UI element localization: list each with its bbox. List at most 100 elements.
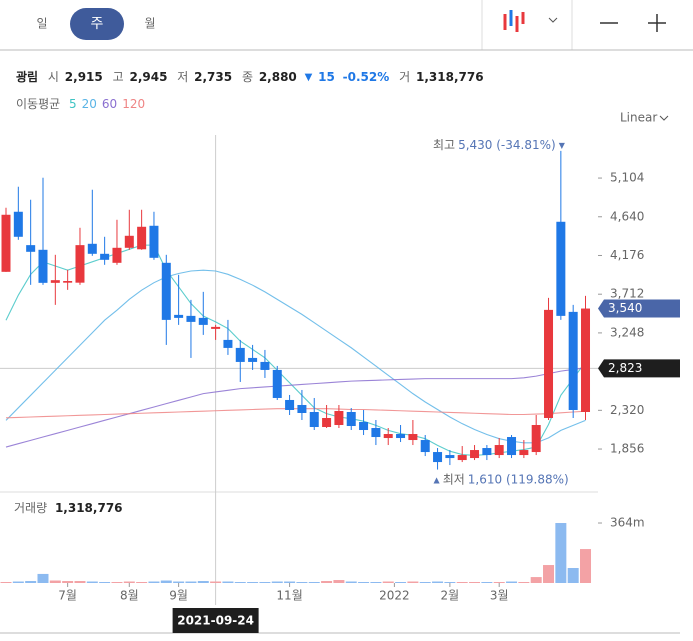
ma-line bbox=[5, 408, 586, 419]
field-value: 2,915 bbox=[65, 70, 103, 84]
candle-body bbox=[248, 357, 258, 362]
volume-bar bbox=[259, 582, 271, 583]
legend-entry: 60 bbox=[102, 97, 117, 111]
chart-type-icon[interactable] bbox=[503, 10, 525, 32]
volume-bar bbox=[74, 581, 86, 583]
candle-body bbox=[322, 418, 332, 428]
candle-body bbox=[198, 317, 208, 325]
volume-bar bbox=[197, 581, 209, 583]
annotation-text: 1,610 (119.88%) bbox=[468, 472, 569, 486]
candle-body bbox=[87, 243, 97, 254]
x-tick-label: 2022 bbox=[379, 589, 410, 603]
legend-entry: 120 bbox=[122, 97, 145, 111]
candle-body bbox=[445, 455, 455, 459]
volume-bar bbox=[0, 582, 12, 583]
field-label: 시 bbox=[48, 70, 59, 84]
y-tick-label: 2,320 bbox=[610, 403, 644, 417]
candle-body bbox=[544, 309, 554, 418]
candle-body bbox=[38, 249, 48, 283]
tab[interactable]: 주 bbox=[91, 16, 104, 32]
candle-body bbox=[124, 235, 134, 248]
candle-body bbox=[272, 369, 282, 398]
y-tick-label: 1,856 bbox=[610, 442, 644, 456]
candle-body bbox=[26, 245, 36, 252]
crosshair-value: 2,823 bbox=[608, 361, 642, 375]
x-tick-label: 7월 bbox=[58, 589, 77, 603]
tab-selected-bg bbox=[70, 8, 124, 40]
volume-bar bbox=[185, 581, 197, 583]
volume-bar bbox=[358, 582, 370, 583]
scale-dropdown[interactable] bbox=[659, 115, 669, 121]
volume-bar bbox=[469, 582, 481, 583]
volume-bar bbox=[407, 581, 419, 583]
volume-bar bbox=[296, 582, 308, 583]
candle-body bbox=[285, 399, 295, 410]
stock-name: 광림 bbox=[16, 69, 38, 84]
candle-body bbox=[235, 347, 245, 362]
volume-bar bbox=[308, 582, 320, 583]
volume-label: 거래량 bbox=[14, 501, 47, 515]
y-tick-label: 4,640 bbox=[610, 209, 644, 223]
annotation-label: 최고 bbox=[433, 137, 455, 151]
legend-entry: 5 bbox=[69, 97, 77, 111]
volume-bar bbox=[99, 582, 111, 583]
volume-bar bbox=[333, 580, 345, 583]
volume-bar bbox=[86, 581, 98, 583]
candle-body bbox=[334, 410, 344, 426]
candle-body bbox=[100, 253, 110, 260]
annotation-arrow: ▲ bbox=[434, 475, 441, 484]
field-value: 2,735 bbox=[194, 70, 232, 84]
ma-legend: 이동평균 5 20 60 120 bbox=[16, 97, 145, 111]
dropdown-icon[interactable] bbox=[548, 17, 558, 23]
candle-body bbox=[186, 315, 196, 322]
y-tick-label: 5,104 bbox=[610, 171, 644, 185]
field-label: 저 bbox=[177, 70, 188, 84]
annotation-arrow: ▼ bbox=[559, 140, 566, 149]
candle-body bbox=[531, 425, 541, 453]
volume-bar bbox=[25, 581, 37, 583]
volume-bar bbox=[160, 580, 172, 583]
field-value: 2,880 bbox=[259, 70, 297, 84]
annotation-text: 5,430 (-34.81%) bbox=[458, 137, 556, 151]
tab[interactable]: 월 bbox=[144, 17, 155, 31]
field-label: 거 bbox=[399, 70, 410, 84]
tab[interactable]: 일 bbox=[36, 17, 47, 31]
volume-bar bbox=[345, 581, 357, 583]
candle-body bbox=[112, 247, 122, 263]
candle-body bbox=[174, 314, 184, 318]
candle-body bbox=[309, 411, 319, 428]
volume-bar bbox=[543, 565, 555, 583]
candle-body bbox=[420, 440, 430, 453]
zoom-in[interactable] bbox=[648, 14, 666, 32]
change: 15 bbox=[318, 70, 335, 84]
y-tick-label: 3,248 bbox=[610, 325, 644, 339]
x-tick-label: 11월 bbox=[276, 589, 302, 603]
candle-body bbox=[161, 262, 171, 320]
volume-bar bbox=[518, 582, 530, 583]
annotation-label: 최저 bbox=[443, 472, 465, 486]
x-tick-label: 2월 bbox=[441, 589, 460, 603]
volume-bar bbox=[555, 523, 567, 583]
volume-bar bbox=[12, 581, 24, 583]
min-annotation: ▲ 최저 1,610 (119.88%) bbox=[434, 472, 569, 486]
volume-bar bbox=[580, 549, 592, 583]
volume-bar bbox=[284, 581, 296, 583]
ma-line bbox=[5, 269, 586, 444]
candle-body bbox=[260, 361, 270, 370]
volume-bar bbox=[419, 582, 431, 583]
scale-mode[interactable]: Linear bbox=[620, 111, 657, 125]
x-tick-label: 8월 bbox=[120, 589, 139, 603]
x-tick-label: 3월 bbox=[490, 589, 509, 603]
last-price-label: 3,540 bbox=[608, 301, 642, 315]
candle-body bbox=[223, 339, 233, 348]
volume-bar bbox=[481, 582, 493, 583]
volume-bar bbox=[210, 581, 222, 583]
field-value: 1,318,776 bbox=[416, 70, 484, 84]
candle-body bbox=[50, 280, 60, 283]
ma-line bbox=[5, 367, 586, 448]
legend-entry: 20 bbox=[82, 97, 97, 111]
field-value: 2,945 bbox=[129, 70, 167, 84]
change-pct: -0.52% bbox=[343, 70, 390, 84]
candle-body bbox=[568, 311, 578, 410]
volume-bar bbox=[395, 582, 407, 583]
